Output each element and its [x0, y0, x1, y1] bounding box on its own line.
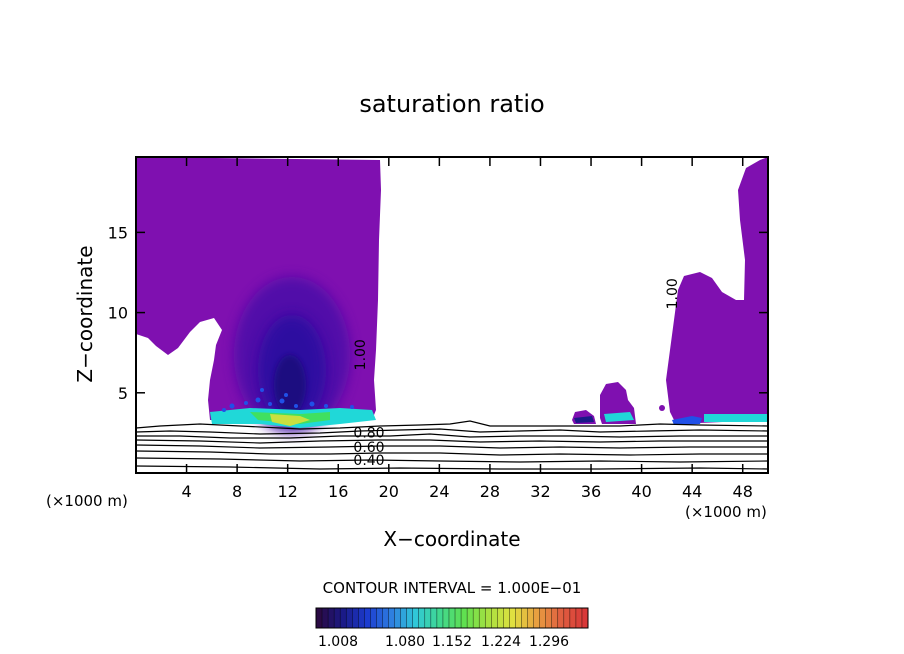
x-tick-label: 12 — [278, 482, 298, 501]
colorbar-cell — [334, 608, 341, 628]
colorbar-tick-label: 1.152 — [432, 634, 472, 650]
colorbar-cell — [436, 608, 444, 628]
colorbar-cell — [316, 608, 323, 628]
colorbar-tick-label: 1.008 — [318, 634, 358, 650]
x-unit-left: (×1000 m) — [46, 492, 128, 510]
colorbar-cell — [364, 608, 371, 628]
colorbar-cell — [551, 608, 559, 628]
colorbar-cell — [376, 608, 383, 628]
x-tick-label: 8 — [232, 482, 242, 501]
x-unit-right: (×1000 m) — [685, 503, 767, 521]
colorbar: 1.008 1.080 1.152 1.224 1.296 — [315, 607, 589, 650]
cloud-base-speckles — [222, 388, 354, 412]
cloud-band-small-a — [574, 416, 594, 423]
contour-interval-text: CONTOUR INTERVAL = 1.000E−01 — [323, 579, 582, 597]
x-tick-label: 24 — [429, 482, 449, 501]
contour-label: 0.60 — [353, 440, 384, 456]
colorbar-cell — [521, 608, 528, 628]
contour-lines — [136, 420, 768, 470]
colorbar-cell — [563, 608, 571, 628]
x-tick-label: 4 — [181, 482, 191, 501]
x-tick-label: 48 — [733, 482, 753, 501]
colorbar-cell — [322, 608, 329, 628]
colorbar-cell — [503, 608, 510, 628]
colorbar-cell — [382, 608, 389, 628]
colorbar-cell — [497, 608, 504, 628]
colorbar-cell — [527, 608, 534, 628]
colorbar-cell — [461, 608, 468, 628]
colorbar-cell — [424, 608, 432, 628]
colorbar-cell — [394, 608, 401, 628]
colorbar-cell — [539, 608, 546, 628]
colorbar-cell — [557, 608, 565, 628]
colorbar-cell — [352, 608, 359, 628]
colorbar-cell — [479, 608, 486, 628]
colorbar-cell — [533, 608, 540, 628]
colorbar-cell — [328, 608, 335, 628]
colorbar-cell — [509, 608, 516, 628]
cloud-band-small-b — [604, 412, 634, 422]
colorbar-cell — [418, 608, 426, 628]
x-tick-label: 40 — [631, 482, 651, 501]
colorbar-cell — [575, 608, 583, 628]
colorbar-cell — [346, 608, 353, 628]
plot-area: 1.00 1.00 0.800.600.40 — [136, 157, 768, 470]
x-tick-label: 36 — [581, 482, 601, 501]
y-axis-label: Z−coordinate — [73, 245, 97, 382]
y-tick-label: 15 — [108, 223, 128, 242]
colorbar-cell — [467, 608, 474, 628]
cloud-fragment — [659, 405, 665, 411]
contour-label: 0.80 — [353, 426, 384, 442]
y-tick-label: 10 — [108, 304, 128, 323]
cloud-base-blue-right — [672, 416, 702, 425]
colorbar-cell — [412, 608, 420, 628]
x-tick-label: 16 — [328, 482, 348, 501]
colorbar-cell — [455, 608, 462, 628]
colorbar-cell — [358, 608, 365, 628]
x-tick-label: 28 — [480, 482, 500, 501]
cloud-base-yellow — [270, 414, 310, 426]
x-axis: 4 8 12 16 20 24 28 32 36 40 44 48 — [181, 157, 753, 501]
colorbar-tick-label: 1.224 — [481, 634, 521, 650]
colorbar-cell — [485, 608, 492, 628]
contour-label: 1.00 — [353, 339, 369, 370]
colorbar-cell — [515, 608, 522, 628]
colorbar-frame — [315, 607, 589, 629]
y-tick-label: 5 — [118, 384, 128, 403]
colorbar-cell — [448, 608, 456, 628]
colorbar-cell — [370, 608, 377, 628]
y-axis: 5 10 15 — [108, 223, 768, 403]
colorbar-cell — [406, 608, 414, 628]
colorbar-cell — [340, 608, 347, 628]
x-tick-label: 20 — [379, 482, 399, 501]
colorbar-cell — [400, 608, 407, 628]
plot-frame — [135, 156, 769, 474]
colorbar-tick-label: 1.080 — [385, 634, 425, 650]
x-tick-label: 44 — [682, 482, 702, 501]
colorbar-cell — [473, 608, 480, 628]
colorbar-cell — [442, 608, 450, 628]
contour-label: 1.00 — [665, 278, 681, 309]
contour-labels: 1.00 1.00 0.800.600.40 — [353, 278, 681, 469]
colorbar-cell — [581, 608, 589, 628]
x-tick-label: 32 — [530, 482, 550, 501]
colorbar-cell — [430, 608, 438, 628]
colorbar-cell — [569, 608, 577, 628]
colorbar-cell — [491, 608, 498, 628]
colorbar-tick-label: 1.296 — [529, 634, 569, 650]
cloud-region-right — [666, 157, 768, 424]
chart-title: saturation ratio — [359, 90, 544, 118]
colorbar-cell — [388, 608, 395, 628]
cloud-base-band-right — [704, 414, 768, 422]
cloud-core — [274, 355, 306, 415]
colorbar-cell — [545, 608, 553, 628]
contour-label: 0.40 — [353, 453, 384, 469]
x-axis-label: X−coordinate — [383, 527, 520, 551]
